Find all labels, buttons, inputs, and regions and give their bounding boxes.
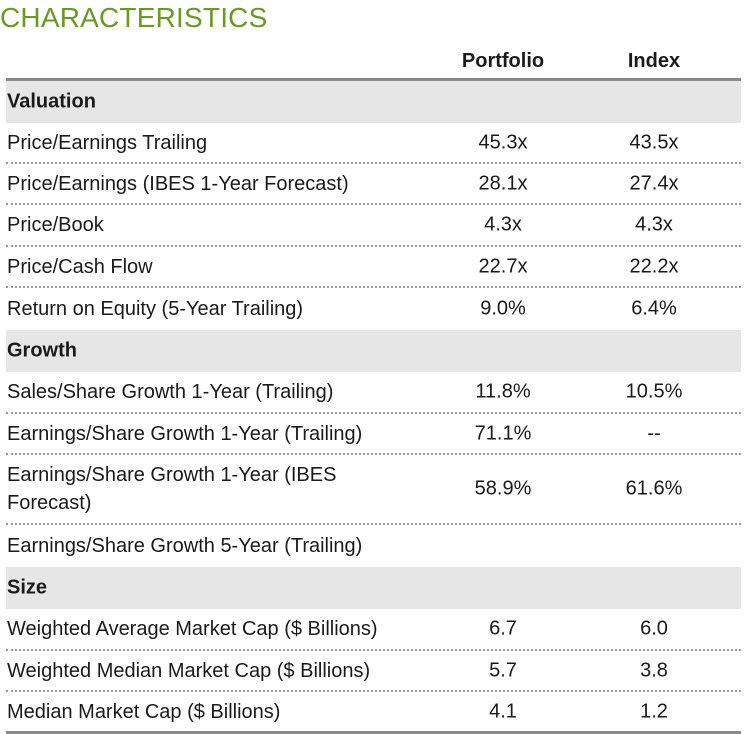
row-label: Return on Equity (5-Year Trailing)	[7, 298, 304, 320]
row-label: Earnings/Share Growth 1-Year (IBES Forec…	[7, 464, 337, 514]
column-header-index: Index	[627, 50, 681, 72]
table-row: Weighted Average Market Cap ($ Billions)…	[6, 609, 741, 651]
characteristics-table: Portfolio Index Valuation Price/Earnings…	[6, 44, 741, 734]
section-growth: Growth	[6, 330, 741, 372]
table-row: Price/Book 4.3x 4.3x	[6, 205, 741, 247]
portfolio-value: 58.9%	[474, 477, 532, 500]
section-valuation: Valuation	[6, 81, 741, 123]
table-row: Median Market Cap ($ Billions) 4.1 1.2	[6, 692, 741, 734]
table-row: Price/Earnings Trailing 45.3x 43.5x	[6, 123, 741, 164]
portfolio-value: 22.7x	[478, 255, 528, 277]
portfolio-value: 4.1	[489, 700, 517, 722]
index-value: 61.6%	[625, 477, 683, 500]
row-label: Weighted Median Market Cap ($ Billions)	[7, 659, 371, 682]
index-value: 1.2	[640, 700, 668, 722]
table-row: Price/Earnings (IBES 1-Year Forecast) 28…	[6, 164, 741, 205]
row-label: Price/Cash Flow	[7, 255, 153, 278]
table-row: Earnings/Share Growth 1-Year (IBES Forec…	[6, 455, 741, 525]
row-label: Price/Earnings Trailing	[7, 131, 208, 154]
portfolio-value: 45.3x	[478, 131, 528, 153]
table-row: Return on Equity (5-Year Trailing) 9.0% …	[6, 288, 741, 330]
portfolio-value: 71.1%	[474, 422, 532, 444]
index-value: 4.3x	[635, 213, 673, 236]
row-label: Earnings/Share Growth 1-Year (Trailing)	[7, 422, 363, 445]
section-title: Valuation	[7, 90, 96, 113]
table-row: Weighted Median Market Cap ($ Billions) …	[6, 651, 741, 692]
index-value: 27.4x	[629, 172, 679, 194]
table-row: Earnings/Share Growth 5-Year (Trailing)	[6, 525, 741, 567]
row-label: Sales/Share Growth 1-Year (Trailing)	[7, 381, 334, 403]
section-size: Size	[6, 567, 741, 609]
table-row: Price/Cash Flow 22.7x 22.2x	[6, 247, 741, 288]
index-value: --	[647, 422, 661, 444]
table-row: Earnings/Share Growth 1-Year (Trailing) …	[6, 414, 741, 455]
row-label: Price/Earnings (IBES 1-Year Forecast)	[7, 172, 349, 195]
section-title: Growth	[7, 339, 77, 362]
index-value: 10.5%	[625, 380, 683, 403]
index-value: 43.5x	[629, 131, 679, 153]
row-label: Median Market Cap ($ Billions)	[7, 700, 281, 723]
column-header-portfolio: Portfolio	[461, 50, 545, 72]
portfolio-value: 28.1x	[478, 172, 528, 194]
row-label: Price/Book	[7, 214, 104, 236]
portfolio-value: 4.3x	[484, 213, 522, 236]
portfolio-value: 5.7	[489, 659, 517, 681]
index-value: 6.4%	[631, 297, 677, 320]
index-value: 3.8	[640, 659, 668, 681]
portfolio-value: 11.8%	[475, 380, 531, 403]
index-value: 22.2x	[629, 255, 679, 277]
row-label: Earnings/Share Growth 5-Year (Trailing)	[7, 535, 363, 557]
section-title: Size	[7, 576, 48, 599]
portfolio-value: 6.7	[489, 617, 517, 640]
row-label: Weighted Average Market Cap ($ Billions)	[7, 618, 378, 640]
table-row: Sales/Share Growth 1-Year (Trailing) 11.…	[6, 372, 741, 414]
table-header: Portfolio Index	[6, 44, 741, 81]
index-value: 6.0	[640, 617, 668, 640]
portfolio-value: 9.0%	[480, 297, 526, 320]
page-title: CHARACTERISTICS	[0, 2, 268, 33]
